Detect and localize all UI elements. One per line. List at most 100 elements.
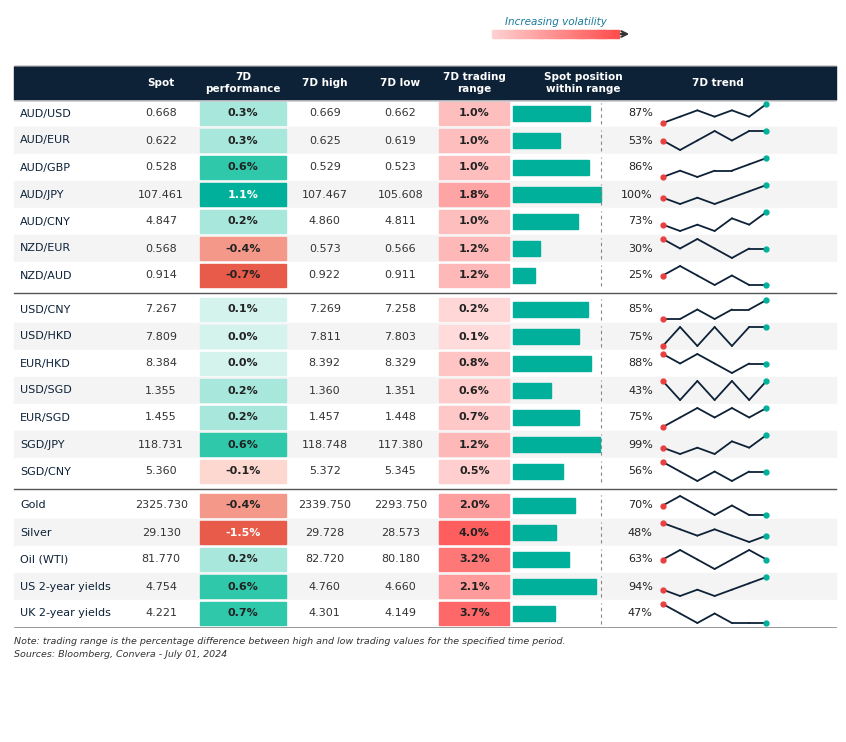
Text: 0.8%: 0.8%	[459, 358, 490, 369]
Bar	[497, 30, 499, 38]
Bar	[534, 30, 536, 38]
Text: 0.529: 0.529	[309, 162, 341, 172]
Text: 1.0%: 1.0%	[459, 162, 490, 172]
Text: 25%: 25%	[628, 271, 653, 280]
Bar	[514, 241, 540, 255]
Text: 4.149: 4.149	[384, 608, 416, 619]
Bar	[580, 30, 583, 38]
Text: 0.7%: 0.7%	[228, 608, 258, 619]
Text: EUR/HKD: EUR/HKD	[20, 358, 71, 369]
Text: 0.2%: 0.2%	[228, 554, 258, 565]
Text: EUR/SGD: EUR/SGD	[20, 413, 71, 422]
Text: US 2-year yields: US 2-year yields	[20, 582, 111, 591]
Text: 1.0%: 1.0%	[459, 108, 490, 119]
Bar	[14, 181, 836, 208]
Bar	[507, 30, 509, 38]
Bar	[439, 548, 509, 571]
Text: 4.660: 4.660	[384, 582, 416, 591]
Text: 30%: 30%	[629, 243, 653, 254]
Bar	[561, 30, 564, 38]
Text: 29.728: 29.728	[305, 528, 344, 537]
Text: AUD/CNY: AUD/CNY	[20, 217, 71, 226]
Text: 118.748: 118.748	[302, 439, 348, 450]
Bar	[511, 30, 514, 38]
Bar	[599, 30, 602, 38]
Bar	[514, 580, 596, 594]
Text: 0.1%: 0.1%	[228, 304, 258, 315]
Text: 4.754: 4.754	[146, 582, 177, 591]
Text: 1.0%: 1.0%	[459, 217, 490, 226]
Bar	[14, 377, 836, 404]
Bar	[504, 30, 508, 38]
Bar	[521, 30, 524, 38]
Text: 2.1%: 2.1%	[459, 582, 490, 591]
Text: 0.1%: 0.1%	[459, 332, 490, 341]
Bar	[591, 30, 593, 38]
Text: 4.811: 4.811	[384, 217, 416, 226]
Text: -0.1%: -0.1%	[225, 467, 261, 476]
Text: 7D
performance: 7D performance	[206, 72, 281, 93]
Text: 3.7%: 3.7%	[459, 608, 490, 619]
Text: 100%: 100%	[621, 189, 653, 200]
Text: 5.372: 5.372	[309, 467, 341, 476]
Text: 0.669: 0.669	[309, 108, 341, 119]
Text: 7D trend: 7D trend	[692, 78, 744, 88]
Bar	[439, 129, 509, 152]
Text: 8.392: 8.392	[309, 358, 341, 369]
Text: 1.2%: 1.2%	[459, 243, 490, 254]
Text: 81.770: 81.770	[141, 554, 181, 565]
Bar	[576, 30, 579, 38]
Text: 1.1%: 1.1%	[228, 189, 258, 200]
Bar	[200, 237, 286, 260]
Bar	[14, 458, 836, 485]
Bar	[503, 30, 505, 38]
Bar	[200, 494, 286, 517]
Bar	[200, 298, 286, 321]
Text: 0.619: 0.619	[384, 136, 416, 145]
Bar	[439, 325, 509, 348]
Bar	[14, 262, 836, 289]
Bar	[439, 352, 509, 375]
Bar	[602, 30, 604, 38]
Text: 70%: 70%	[628, 501, 653, 510]
Bar	[545, 30, 547, 38]
Bar	[572, 30, 574, 38]
Bar	[528, 30, 530, 38]
Text: 0.2%: 0.2%	[459, 304, 490, 315]
Text: 7.811: 7.811	[309, 332, 341, 341]
Bar	[582, 30, 585, 38]
Bar	[514, 107, 590, 120]
Bar	[514, 134, 560, 148]
Text: AUD/JPY: AUD/JPY	[20, 189, 64, 200]
Text: NZD/AUD: NZD/AUD	[20, 271, 73, 280]
Text: 48%: 48%	[628, 528, 653, 537]
Bar	[603, 30, 606, 38]
Text: 4.0%: 4.0%	[459, 528, 490, 537]
Bar	[538, 30, 541, 38]
Text: 7D low: 7D low	[381, 78, 420, 88]
Bar	[565, 30, 569, 38]
Bar	[514, 356, 591, 370]
Text: NZD/EUR: NZD/EUR	[20, 243, 71, 254]
Text: 8.384: 8.384	[146, 358, 177, 369]
Bar	[597, 30, 600, 38]
Bar	[514, 464, 563, 479]
Text: Spot position
within range: Spot position within range	[544, 72, 623, 93]
Bar	[200, 264, 286, 287]
Bar	[514, 160, 589, 174]
Text: 85%: 85%	[628, 304, 653, 315]
Text: 0.2%: 0.2%	[228, 217, 258, 226]
Text: 86%: 86%	[628, 162, 653, 172]
Bar	[514, 214, 578, 229]
Bar	[515, 30, 518, 38]
Text: AUD/EUR: AUD/EUR	[20, 136, 71, 145]
Text: 8.329: 8.329	[384, 358, 416, 369]
Bar	[610, 30, 613, 38]
Text: Oil (WTI): Oil (WTI)	[20, 554, 69, 565]
Text: 75%: 75%	[628, 413, 653, 422]
Text: 0.6%: 0.6%	[228, 439, 258, 450]
Text: 0.6%: 0.6%	[228, 162, 258, 172]
Text: 107.467: 107.467	[302, 189, 348, 200]
Text: 0.523: 0.523	[384, 162, 416, 172]
Bar	[439, 460, 509, 483]
